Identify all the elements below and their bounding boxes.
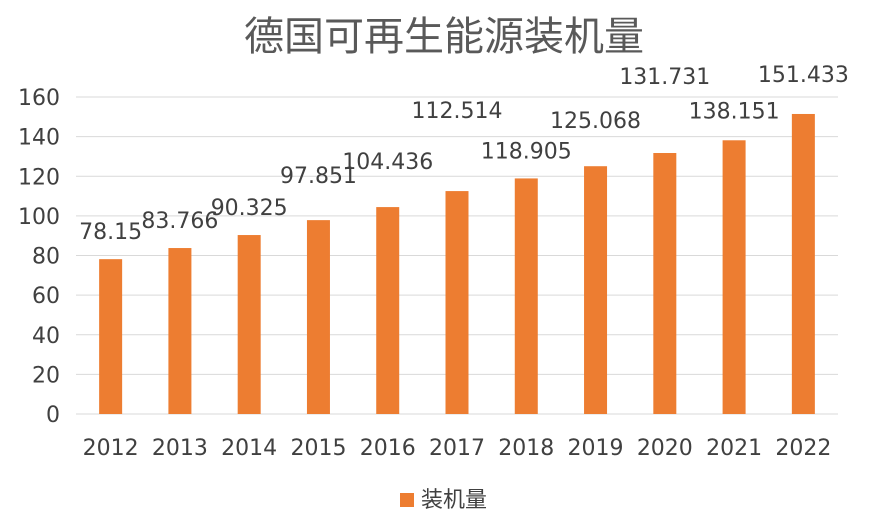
bar bbox=[514, 178, 538, 414]
legend: 装机量 bbox=[400, 488, 487, 513]
bar bbox=[168, 248, 192, 414]
bar bbox=[306, 220, 330, 414]
x-tick-label: 2020 bbox=[637, 436, 693, 461]
y-tick-label: 120 bbox=[18, 165, 60, 190]
x-tick-label: 2015 bbox=[290, 436, 346, 461]
x-tick-label: 2016 bbox=[360, 436, 416, 461]
x-axis-ticks: 2012 2013 2014 2015 2016 2017 2018 2019 2020 2021… bbox=[83, 436, 832, 461]
chart-title: 德国可再生能源装机量 bbox=[244, 14, 644, 60]
data-label: 118.905 bbox=[481, 139, 572, 164]
legend-label: 装机量 bbox=[421, 488, 487, 513]
data-label: 90.325 bbox=[211, 196, 288, 221]
data-label: 78.15 bbox=[79, 220, 142, 245]
bar bbox=[99, 259, 123, 414]
data-label: 83.766 bbox=[141, 209, 218, 234]
bar bbox=[237, 235, 261, 414]
data-label: 138.151 bbox=[689, 99, 780, 124]
bar bbox=[445, 191, 469, 414]
y-tick-label: 0 bbox=[46, 403, 60, 428]
x-tick-label: 2019 bbox=[568, 436, 624, 461]
bars bbox=[99, 113, 815, 415]
data-label: 151.433 bbox=[758, 63, 849, 88]
data-label: 125.068 bbox=[550, 109, 641, 134]
y-tick-label: 80 bbox=[32, 245, 60, 270]
bar bbox=[376, 207, 400, 414]
x-tick-label: 2012 bbox=[83, 436, 139, 461]
x-tick-label: 2017 bbox=[429, 436, 485, 461]
data-label: 97.851 bbox=[280, 164, 357, 189]
x-tick-label: 2021 bbox=[706, 436, 762, 461]
y-tick-label: 140 bbox=[18, 126, 60, 151]
bar bbox=[722, 140, 746, 414]
bar bbox=[791, 113, 815, 415]
y-tick-label: 20 bbox=[32, 363, 60, 388]
y-axis-ticks: 0 20 40 60 80 100 120 140 160 bbox=[18, 86, 60, 428]
data-label: 131.731 bbox=[619, 65, 710, 90]
x-tick-label: 2018 bbox=[498, 436, 554, 461]
data-label: 104.436 bbox=[342, 150, 433, 175]
legend-swatch bbox=[400, 493, 414, 507]
y-tick-label: 60 bbox=[32, 284, 60, 309]
x-tick-label: 2013 bbox=[152, 436, 208, 461]
bar bbox=[584, 166, 608, 414]
y-tick-label: 40 bbox=[32, 324, 60, 349]
y-tick-label: 160 bbox=[18, 86, 60, 111]
bar bbox=[653, 153, 677, 415]
y-tick-label: 100 bbox=[18, 205, 60, 230]
x-tick-label: 2022 bbox=[775, 436, 831, 461]
data-label: 112.514 bbox=[412, 99, 503, 124]
x-tick-label: 2014 bbox=[221, 436, 277, 461]
